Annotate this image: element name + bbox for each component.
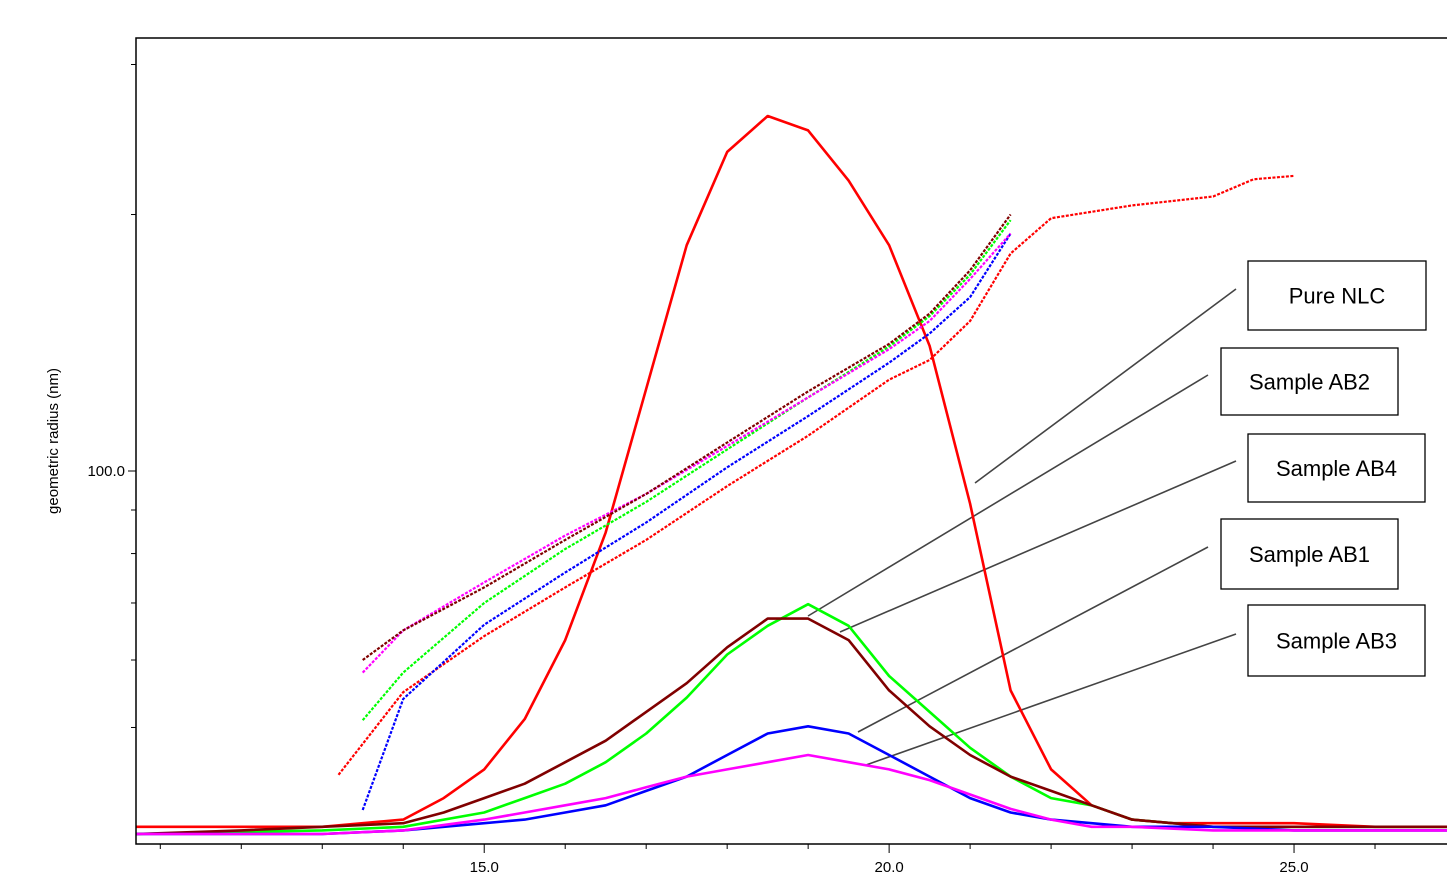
axes-group: 15.0 20.0 25.0 100.0 — [87, 63, 1376, 876]
legend-label-3: Sample AB1 — [1249, 542, 1370, 567]
legend-label-0: Pure NLC — [1289, 284, 1386, 309]
legend-leader-0 — [974, 288, 1237, 484]
series-radius-7 — [361, 219, 1012, 721]
y-tick-label-0: 100.0 — [87, 463, 125, 480]
legend: Pure NLC Sample AB2 Sample AB4 Sample AB1 Sa… — [1220, 260, 1427, 677]
legend-box-0 — [1247, 260, 1427, 331]
series-signal-2 — [135, 617, 1447, 836]
series-radius-5 — [337, 174, 1295, 776]
series-radius-8 — [361, 232, 1012, 674]
legend-leader-3 — [857, 546, 1209, 733]
x-tick-label-2: 25.0 — [1279, 859, 1308, 876]
series-signal-3 — [136, 724, 1447, 836]
series-signal-4 — [136, 753, 1447, 836]
legend-box-1 — [1220, 347, 1399, 416]
series-radius-9 — [362, 213, 1012, 661]
legend-label-2: Sample AB4 — [1276, 456, 1397, 481]
legend-leader-1 — [807, 374, 1209, 617]
y-axis-label: geometric radius (nm) — [45, 368, 62, 514]
legend-leader-2 — [839, 460, 1237, 633]
x-tick-label-1: 20.0 — [875, 859, 904, 876]
legend-box-4 — [1247, 604, 1426, 677]
legend-box-2 — [1247, 433, 1426, 503]
legend-leader-4 — [865, 633, 1237, 766]
x-tick-label-0: 15.0 — [470, 859, 499, 876]
legend-label-1: Sample AB2 — [1249, 370, 1370, 395]
series-group — [135, 114, 1447, 836]
plot-frame — [135, 37, 1447, 845]
legend-box-3 — [1220, 518, 1399, 590]
legend-label-4: Sample AB3 — [1276, 629, 1397, 654]
series-radius-6 — [361, 232, 1012, 811]
